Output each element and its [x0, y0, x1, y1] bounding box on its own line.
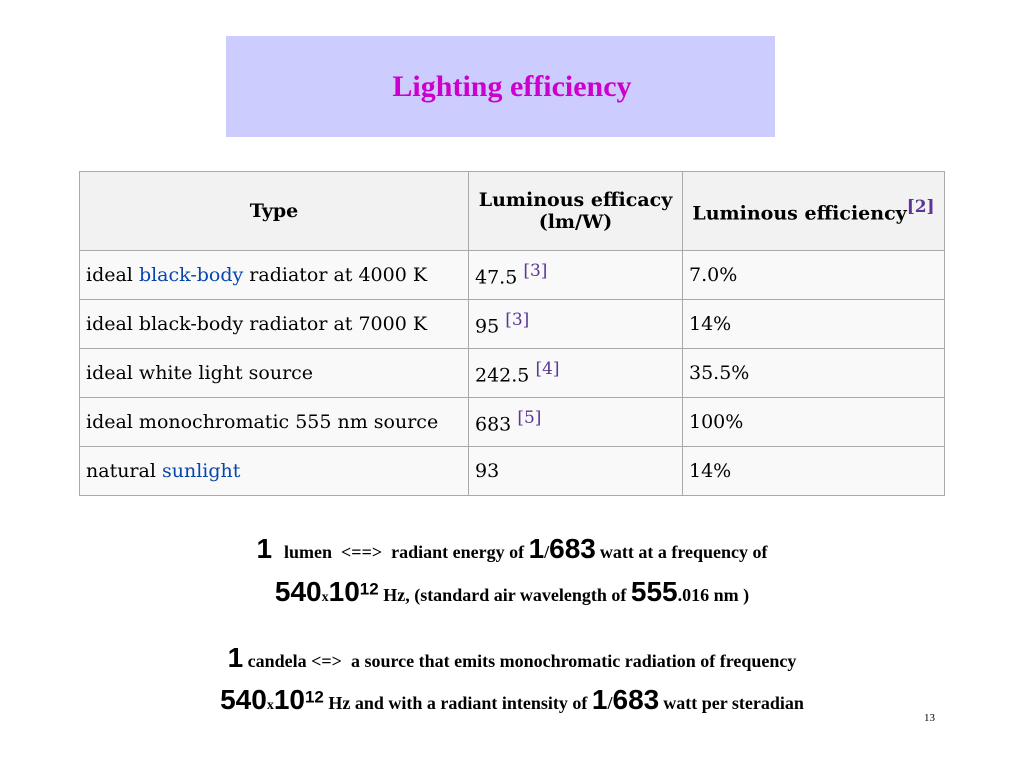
- row-efficacy: 683 [5]: [468, 397, 683, 447]
- efficacy-value: 242.5: [475, 364, 530, 387]
- lumen-540: 540: [274, 576, 322, 607]
- row-efficiency: 14%: [682, 299, 945, 349]
- slide-title: Lighting efficiency: [392, 70, 632, 103]
- header-efficacy-line1: Luminous efficacy: [478, 189, 673, 211]
- row-type-text: natural: [86, 460, 162, 482]
- table-row: ideal black-body radiator at 4000 K 47.5…: [79, 250, 945, 300]
- candela-definition-line1: 1 candela <=> a source that emits monoch…: [0, 642, 1024, 674]
- lumen-text-4: .016 nm ): [677, 585, 750, 605]
- candela-exponent: 12: [304, 687, 324, 707]
- row-efficiency: 100%: [682, 397, 945, 447]
- table-row: ideal white light source 242.5 [4] 35.5%: [79, 348, 945, 398]
- row-type: natural sunlight: [79, 446, 469, 496]
- row-efficiency: 7.0%: [682, 250, 945, 300]
- lumen-definition-line1: 1 lumen <==> radiant energy of 1/683 wat…: [0, 533, 1024, 565]
- citation-ref[interactable]: [3]: [523, 261, 548, 282]
- candela-slash: /: [607, 693, 613, 713]
- candela-ten: 10: [273, 684, 305, 715]
- header-efficiency-ref[interactable]: [2]: [906, 197, 935, 218]
- row-type: ideal white light source: [79, 348, 469, 398]
- candela-text-2: Hz and with a radiant intensity of: [323, 693, 592, 713]
- row-efficacy: 93: [468, 446, 683, 496]
- row-efficiency: 35.5%: [682, 348, 945, 398]
- black-body-link[interactable]: black-body: [138, 264, 244, 286]
- candela-denominator: 683: [612, 684, 660, 715]
- header-type: Type: [79, 171, 469, 251]
- title-box: [226, 36, 775, 137]
- efficacy-value: 683: [475, 413, 512, 436]
- candela-one: 1: [227, 642, 244, 673]
- header-efficiency: Luminous efficiency[2]: [682, 171, 945, 251]
- lumen-exponent: 12: [359, 579, 379, 599]
- header-efficacy-line2: (lm/W): [538, 211, 613, 233]
- page-number: 13: [924, 712, 935, 724]
- table-header-row: Type Luminous efficacy (lm/W) Luminous e…: [79, 171, 945, 251]
- row-type-text: radiator at 4000 K: [243, 264, 428, 286]
- citation-ref[interactable]: [3]: [505, 310, 530, 331]
- row-type: ideal black-body radiator at 7000 K: [79, 299, 469, 349]
- efficacy-value: 95: [475, 315, 500, 338]
- row-type: ideal black-body radiator at 4000 K: [79, 250, 469, 300]
- candela-numerator: 1: [591, 684, 608, 715]
- lumen-times: x: [321, 590, 329, 605]
- table-row: ideal monochromatic 555 nm source 683 [5…: [79, 397, 945, 447]
- candela-text: candela <=> a source that emits monochro…: [243, 651, 797, 671]
- row-efficacy: 242.5 [4]: [468, 348, 683, 398]
- table-row: natural sunlight 93 14%: [79, 446, 945, 496]
- citation-ref[interactable]: [5]: [517, 408, 542, 429]
- candela-times: x: [266, 698, 274, 713]
- lumen-numerator: 1: [528, 533, 545, 564]
- lumen-555: 555: [630, 576, 678, 607]
- row-efficacy: 47.5 [3]: [468, 250, 683, 300]
- candela-540: 540: [220, 684, 267, 715]
- lumen-text-3: Hz, (standard air wavelength of: [378, 585, 631, 605]
- row-efficacy: 95 [3]: [468, 299, 683, 349]
- lumen-one: 1: [256, 533, 273, 564]
- row-type-text: ideal: [86, 264, 139, 286]
- lumen-ten: 10: [328, 576, 360, 607]
- sunlight-link[interactable]: sunlight: [161, 460, 241, 482]
- row-type: ideal monochromatic 555 nm source: [79, 397, 469, 447]
- lumen-slash: /: [544, 542, 550, 562]
- efficiency-table: Type Luminous efficacy (lm/W) Luminous e…: [79, 171, 945, 496]
- header-efficacy: Luminous efficacy (lm/W): [468, 171, 683, 251]
- citation-ref[interactable]: [4]: [535, 359, 560, 380]
- lumen-definition-line2: 540x1012 Hz, (standard air wavelength of…: [0, 576, 1024, 608]
- row-efficiency: 14%: [682, 446, 945, 496]
- lumen-text-2: watt at a frequency of: [599, 542, 768, 562]
- candela-definition-line2: 540x1012 Hz and with a radiant intensity…: [0, 684, 1024, 716]
- table-row: ideal black-body radiator at 7000 K 95 […: [79, 299, 945, 349]
- efficacy-value: 47.5: [475, 266, 518, 289]
- header-efficiency-label: Luminous efficiency: [692, 202, 907, 225]
- candela-text-3: watt per steradian: [663, 693, 804, 713]
- lumen-text: lumen <==> radiant energy of: [284, 542, 529, 562]
- lumen-denominator: 683: [549, 533, 596, 564]
